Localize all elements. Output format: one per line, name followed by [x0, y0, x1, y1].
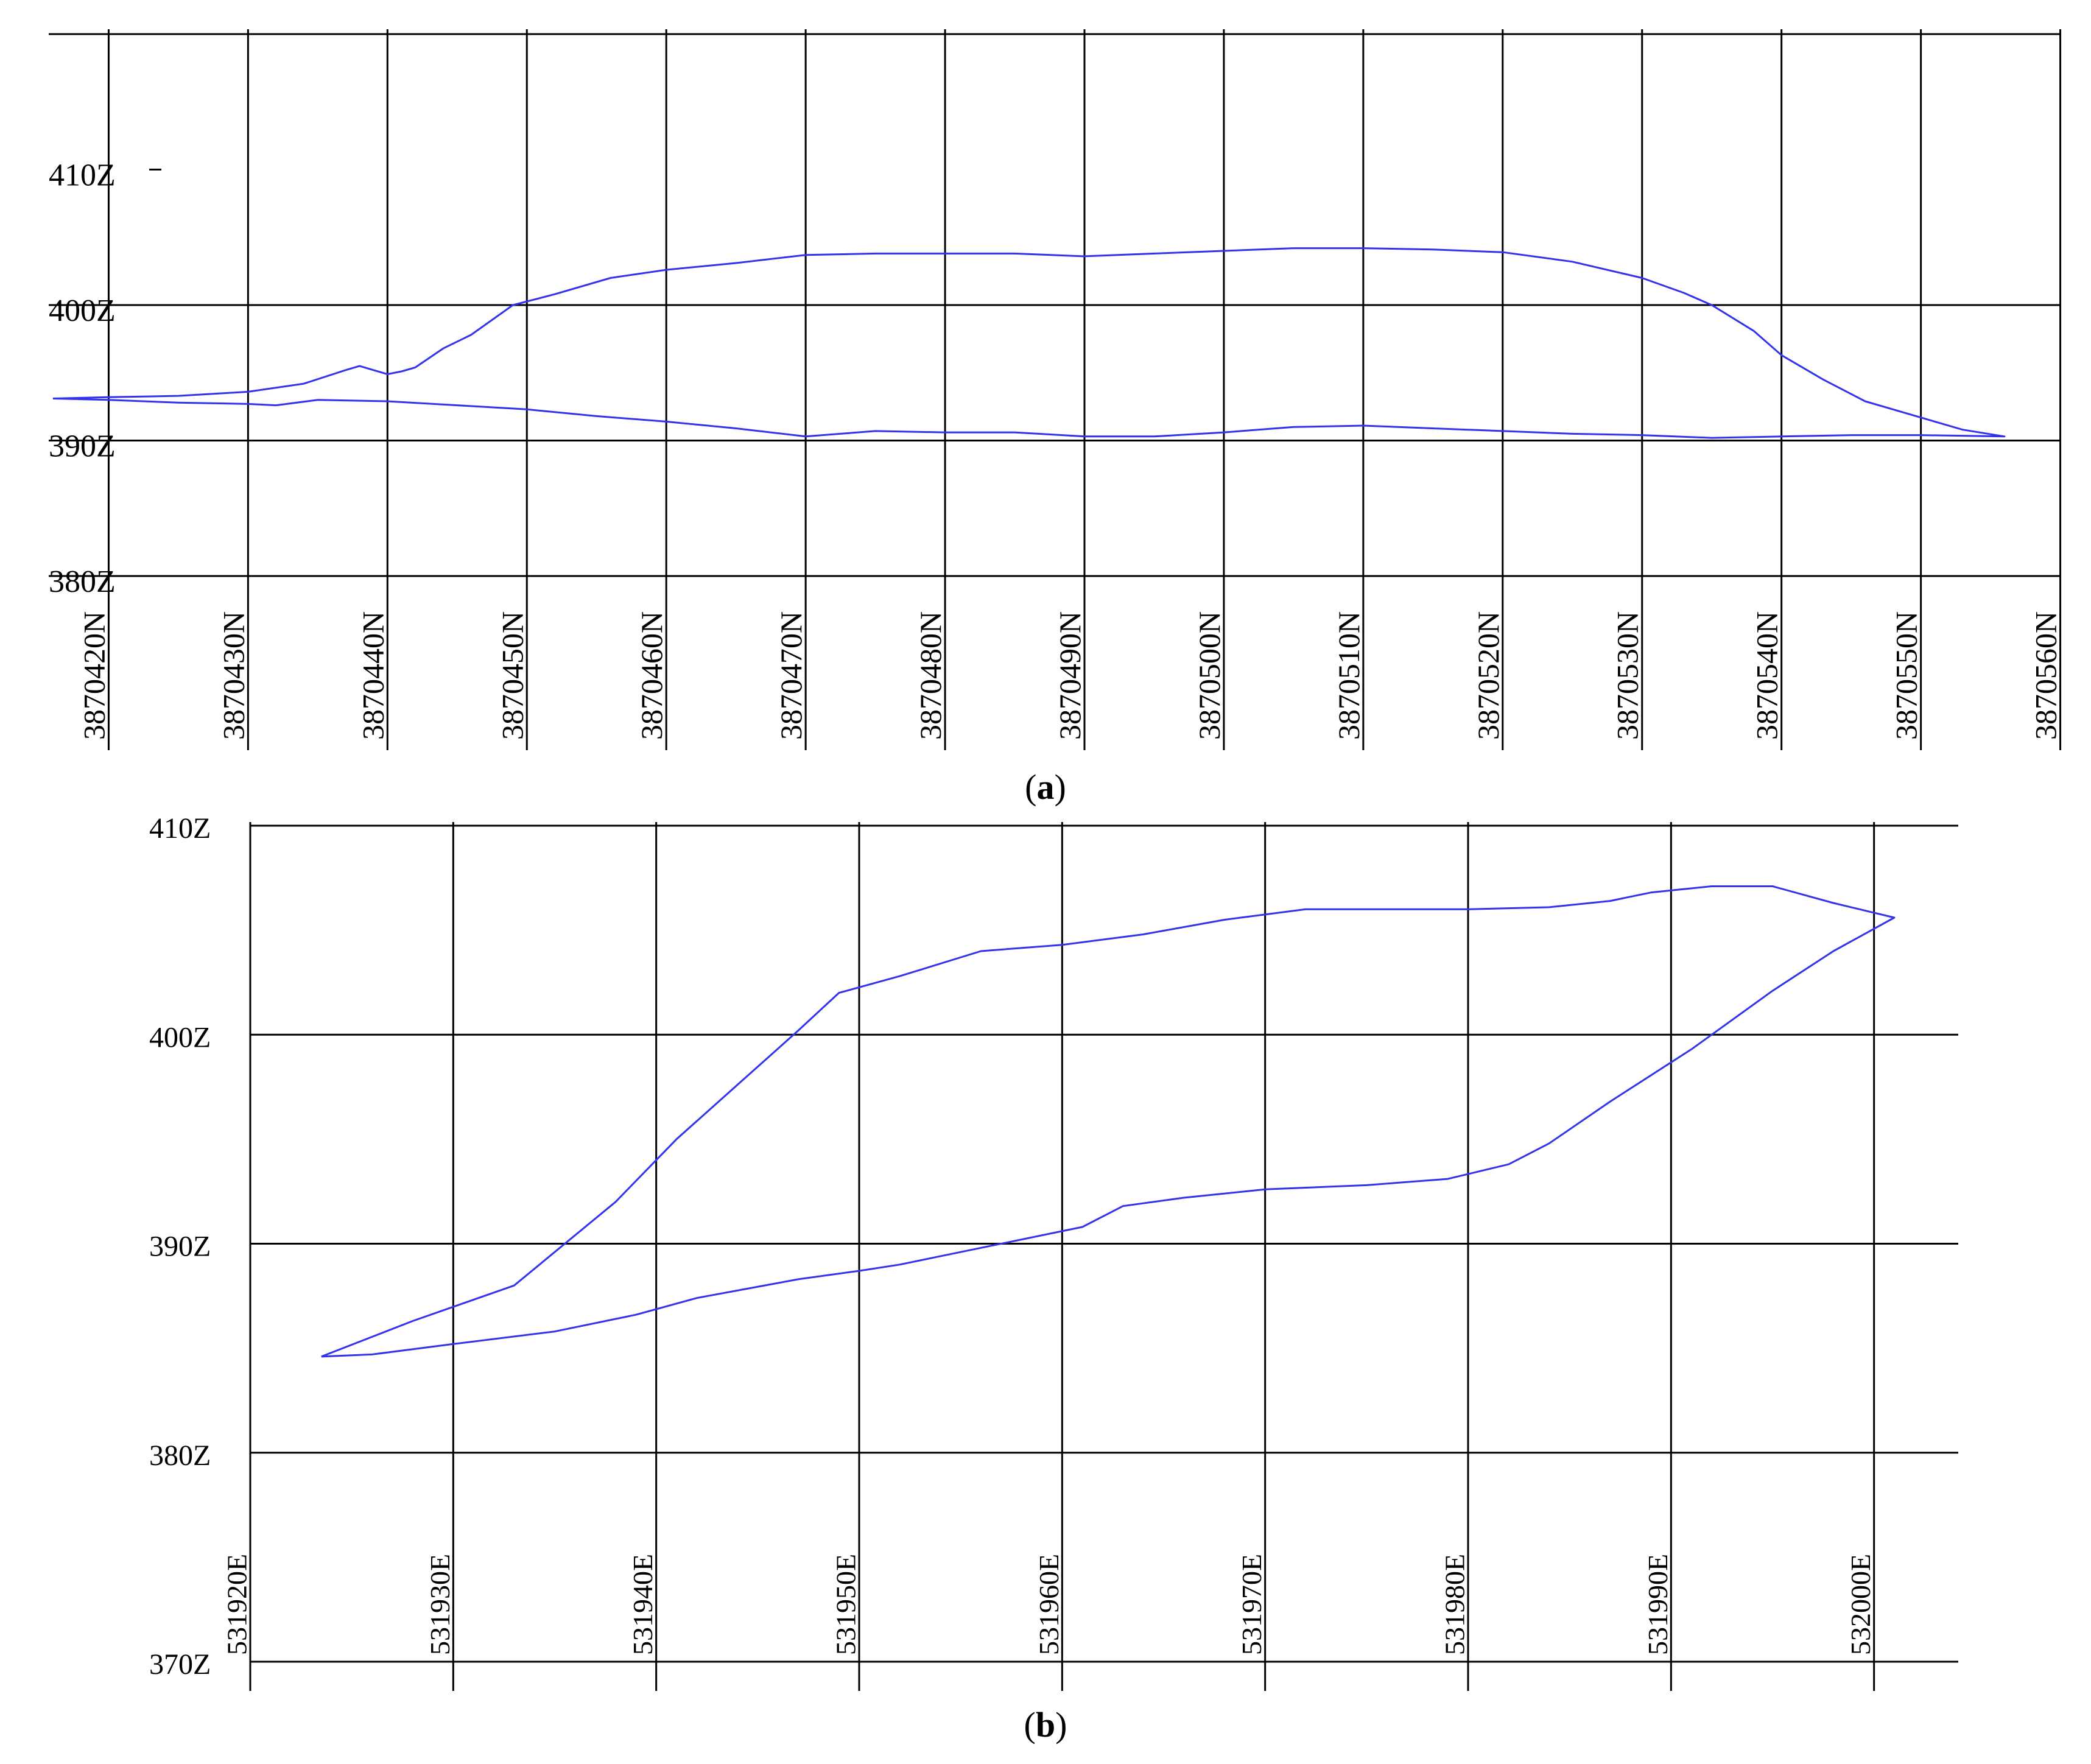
panel-a-x-tick-label: 3870490N	[1053, 611, 1087, 740]
panel-a-x-tick-label: 3870530N	[1611, 611, 1645, 740]
panel-b-y-tick-label: 400Z	[149, 1021, 211, 1053]
panel-b-x-tick-label: 531940E	[627, 1554, 658, 1655]
panel-b-series	[321, 885, 1896, 1358]
panel-b-x-tick-label: 531920E	[222, 1554, 253, 1655]
panel-b-x-tick-label: 532000E	[1845, 1554, 1876, 1655]
panel-a-gridlines	[49, 29, 2062, 750]
panel-a-y-tick-labels: 380Z 390Z 400Z 410Z	[49, 158, 116, 600]
panel-b-x-tick-label: 531930E	[424, 1554, 455, 1655]
panel-b-y-tick-label: 390Z	[149, 1231, 211, 1263]
panel-b-x-tick-label: 531950E	[831, 1554, 862, 1655]
panel-a-series	[52, 247, 2006, 439]
panel-a-series-line-0	[52, 247, 2006, 439]
panel-b-x-tick-label: 531990E	[1642, 1554, 1673, 1655]
panel-a-caption: (a)	[1025, 767, 1066, 807]
panel-a-x-tick-label: 3870480N	[913, 611, 947, 740]
panel-a-x-tick-label: 3870540N	[1750, 611, 1784, 740]
panel-a-x-tick-label: 3870470N	[774, 611, 808, 740]
panel-b-x-tick-label: 531970E	[1236, 1554, 1267, 1655]
panel-a-y-tick-label: 400Z	[49, 293, 116, 328]
panel-a-x-tick-label: 3870440N	[356, 611, 390, 740]
panel-b-y-tick-label: 380Z	[149, 1439, 211, 1472]
panel-a-x-tick-label: 3870520N	[1471, 611, 1505, 740]
panel-a-x-tick-label: 3870460N	[634, 611, 669, 740]
panel-b-y-tick-labels: 370Z 380Z 390Z 400Z 410Z	[149, 812, 211, 1681]
panel-a-x-tick-label: 3870450N	[495, 611, 529, 740]
panel-a-x-tick-label: 3870550N	[1889, 611, 1924, 740]
panel-a-x-tick-label: 3870430N	[216, 611, 250, 740]
panel-a-x-tick-label: 3870420N	[77, 611, 111, 740]
panel-b-x-tick-label: 531960E	[1033, 1554, 1064, 1655]
panel-a-x-tick-label: 3870560N	[2029, 611, 2063, 740]
panel-b-gridlines	[249, 822, 1958, 1691]
panel-b-y-tick-label: 370Z	[149, 1648, 211, 1681]
panel-b-caption: (b)	[1024, 1705, 1067, 1745]
panel-b-y-tick-label: 410Z	[149, 812, 211, 845]
panel-a-y-tick-label: 380Z	[49, 564, 116, 599]
panel-a-x-tick-labels: 3870420N 3870430N 3870440N 3870450N 3870460N…	[77, 611, 2062, 740]
panel-a-x-tick-label: 3870500N	[1192, 611, 1226, 740]
panel-a-chart: 380Z 390Z 400Z 410Z 3870420N 3870430N 3870440…	[49, 29, 2063, 750]
panel-a-y-tick-label: 410Z	[49, 158, 116, 193]
panel-b-x-tick-label: 531980E	[1439, 1554, 1471, 1655]
panel-a-y-tick-label: 390Z	[49, 429, 116, 464]
panel-b-chart: 370Z 380Z 390Z 400Z 410Z 531920E 531930E 53194…	[149, 812, 1958, 1691]
panel-a-x-tick-label: 3870510N	[1332, 611, 1366, 740]
panel-b-series-line-0	[321, 885, 1896, 1358]
panel-b-x-tick-labels: 531920E 531930E 531940E 531950E 531960E 53197…	[222, 1554, 1877, 1655]
